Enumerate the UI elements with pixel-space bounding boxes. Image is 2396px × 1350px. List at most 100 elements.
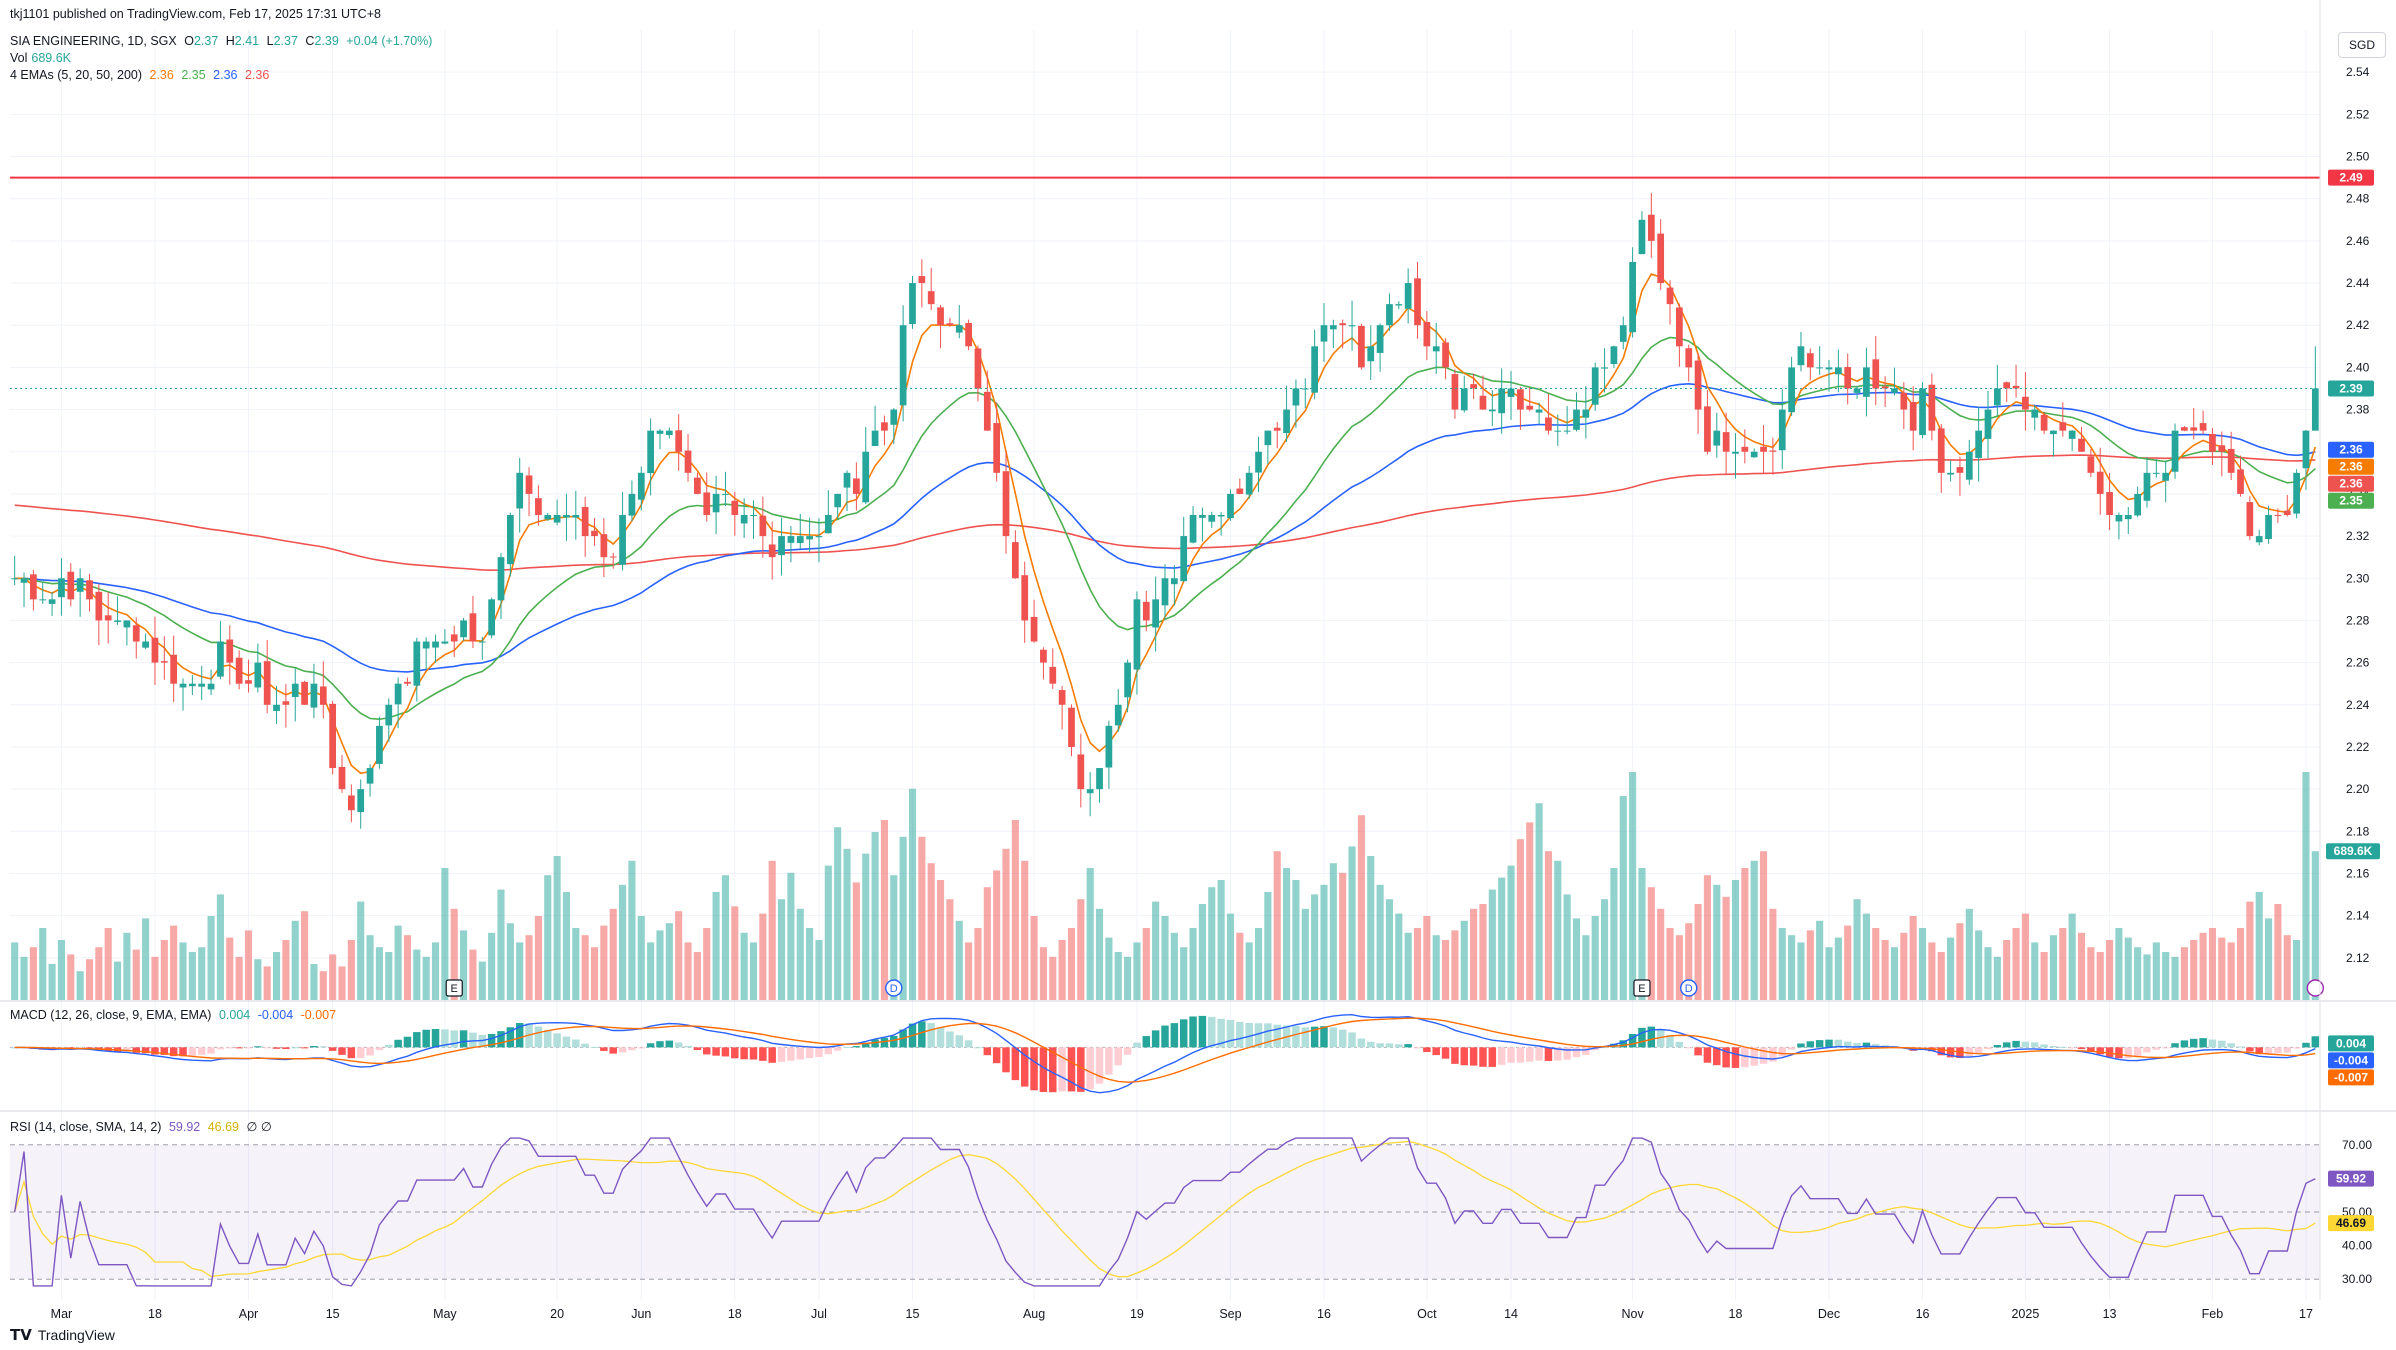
macd-histogram-bar [1759,1047,1768,1064]
candle-body [1114,704,1122,726]
macd-histogram-bar [1582,1047,1590,1055]
volume-bar [1526,822,1534,1000]
macd-histogram-bar [319,1046,328,1048]
volume-bar [1816,920,1824,1000]
macd-histogram-bar [179,1047,187,1057]
volume-bar [1825,947,1833,1000]
ohlc-legend[interactable]: SIA ENGINEERING, 1D, SGX O2.37 H2.41 L2.… [10,33,436,49]
macd-histogram-bar [1385,1043,1394,1048]
macd-histogram-bar [2012,1040,2020,1048]
candle-body [347,795,355,811]
macd-histogram-bar [2311,1036,2320,1048]
candle-body [1554,430,1562,432]
candle-body [1124,662,1131,698]
rsi-ma-line [14,1140,2316,1278]
macd-line-badge [2328,1052,2374,1069]
candle-body [497,557,505,601]
candle-body [86,580,93,600]
open-value: 2.37 [193,34,219,48]
macd-histogram-bar [1497,1047,1506,1065]
volume-bar [1834,937,1842,1000]
macd-histogram-bar [1142,1036,1151,1048]
volume-bar [1507,865,1515,1000]
macd-histogram-bar [1479,1047,1487,1067]
macd-histogram-bar [1600,1047,1609,1049]
macd-histogram-bar [2227,1043,2235,1048]
macd-histogram-bar [684,1045,692,1048]
macd-histogram-bar [151,1047,159,1055]
candle-body [1058,690,1066,705]
ema200-value: 2.36 [244,68,270,82]
candle-body [722,493,729,495]
volume-legend[interactable]: Vol 689.6K [10,50,75,66]
macd-histogram-bar [1769,1047,1777,1062]
macd-histogram-bar [226,1047,234,1049]
volume-bars [11,772,2319,1000]
candle-body [1694,360,1702,410]
date-tick-label: 17 [2299,1307,2313,1321]
currency-button[interactable]: SGD [2337,32,2386,58]
macd-signal-line [14,1017,2316,1083]
macd-histogram-bar [731,1047,739,1059]
volume-bar [1797,942,1805,1000]
volume-bar [235,956,243,1000]
candle-body [1750,451,1758,458]
macd-histogram-bar [1675,1041,1684,1048]
macd-histogram-bar [1086,1047,1094,1090]
candle-body [1068,707,1075,747]
candle-body [170,654,178,684]
volume-bar [1479,904,1487,1000]
volume-bar [843,848,851,1000]
macd-histogram-bar [1488,1047,1497,1067]
macd-histogram-bar [1872,1044,1880,1048]
volume-bar [600,925,608,1000]
price-tick-label: 2.12 [2346,951,2370,965]
volume-bar [1348,846,1356,1000]
macd-histogram-bar [2246,1047,2254,1052]
macd-histogram-bar [581,1043,589,1048]
volume-bar [1301,908,1309,1000]
macd-histogram-bar [1778,1047,1786,1057]
candle-body [703,492,711,515]
macd-legend[interactable]: MACD (12, 26, close, 9, EMA, EMA) 0.004 … [10,1007,340,1023]
price-tick-label: 2.32 [2346,529,2370,543]
volume-bar [1750,860,1758,1000]
candle-body [2096,471,2104,494]
volume-bar [1722,896,1730,1000]
alert-icon [2306,979,2325,997]
volume-bar [2293,940,2301,1000]
macd-histogram-bar [1544,1047,1553,1061]
candle-body [1956,467,1964,473]
macd-histogram-bar [2180,1040,2189,1048]
ema-legend[interactable]: 4 EMAs (5, 20, 50, 200) 2.36 2.35 2.36 2… [10,67,273,83]
rsi-legend[interactable]: RSI (14, close, SMA, 14, 2) 59.92 46.69 … [10,1119,276,1135]
candle-body [1479,395,1487,410]
candle-body [1573,409,1580,430]
macd-histogram-bar [216,1047,225,1050]
volume-bar [179,942,187,1000]
macd-histogram-bar [244,1047,253,1049]
candle-body [404,681,411,684]
volume-bar [478,961,486,1000]
macd-histogram-bar [272,1047,281,1049]
macd-histogram-bar [1741,1047,1749,1068]
volume-badge-text: 689.6K [2334,844,2373,858]
candle-body [1311,346,1319,393]
candle-body [834,493,842,508]
candle-body [535,498,542,515]
tradingview-logo[interactable]: 𝗧𝗩 TradingView [10,1326,115,1344]
volume-bar [2049,935,2058,1000]
candle-body [1591,367,1599,405]
macd-signal-badge [2328,1069,2374,1086]
volume-bar [11,942,19,1000]
candle-body [1423,321,1431,347]
symbol-title[interactable]: SIA ENGINEERING, 1D, SGX [10,34,177,48]
volume-bar [1095,908,1104,1000]
candle-body [2106,492,2113,515]
candle-body [1610,346,1618,365]
candle-body [1891,388,1898,393]
candle-body [843,472,851,488]
low-label: L [266,34,274,48]
candle-body [1928,384,1936,431]
